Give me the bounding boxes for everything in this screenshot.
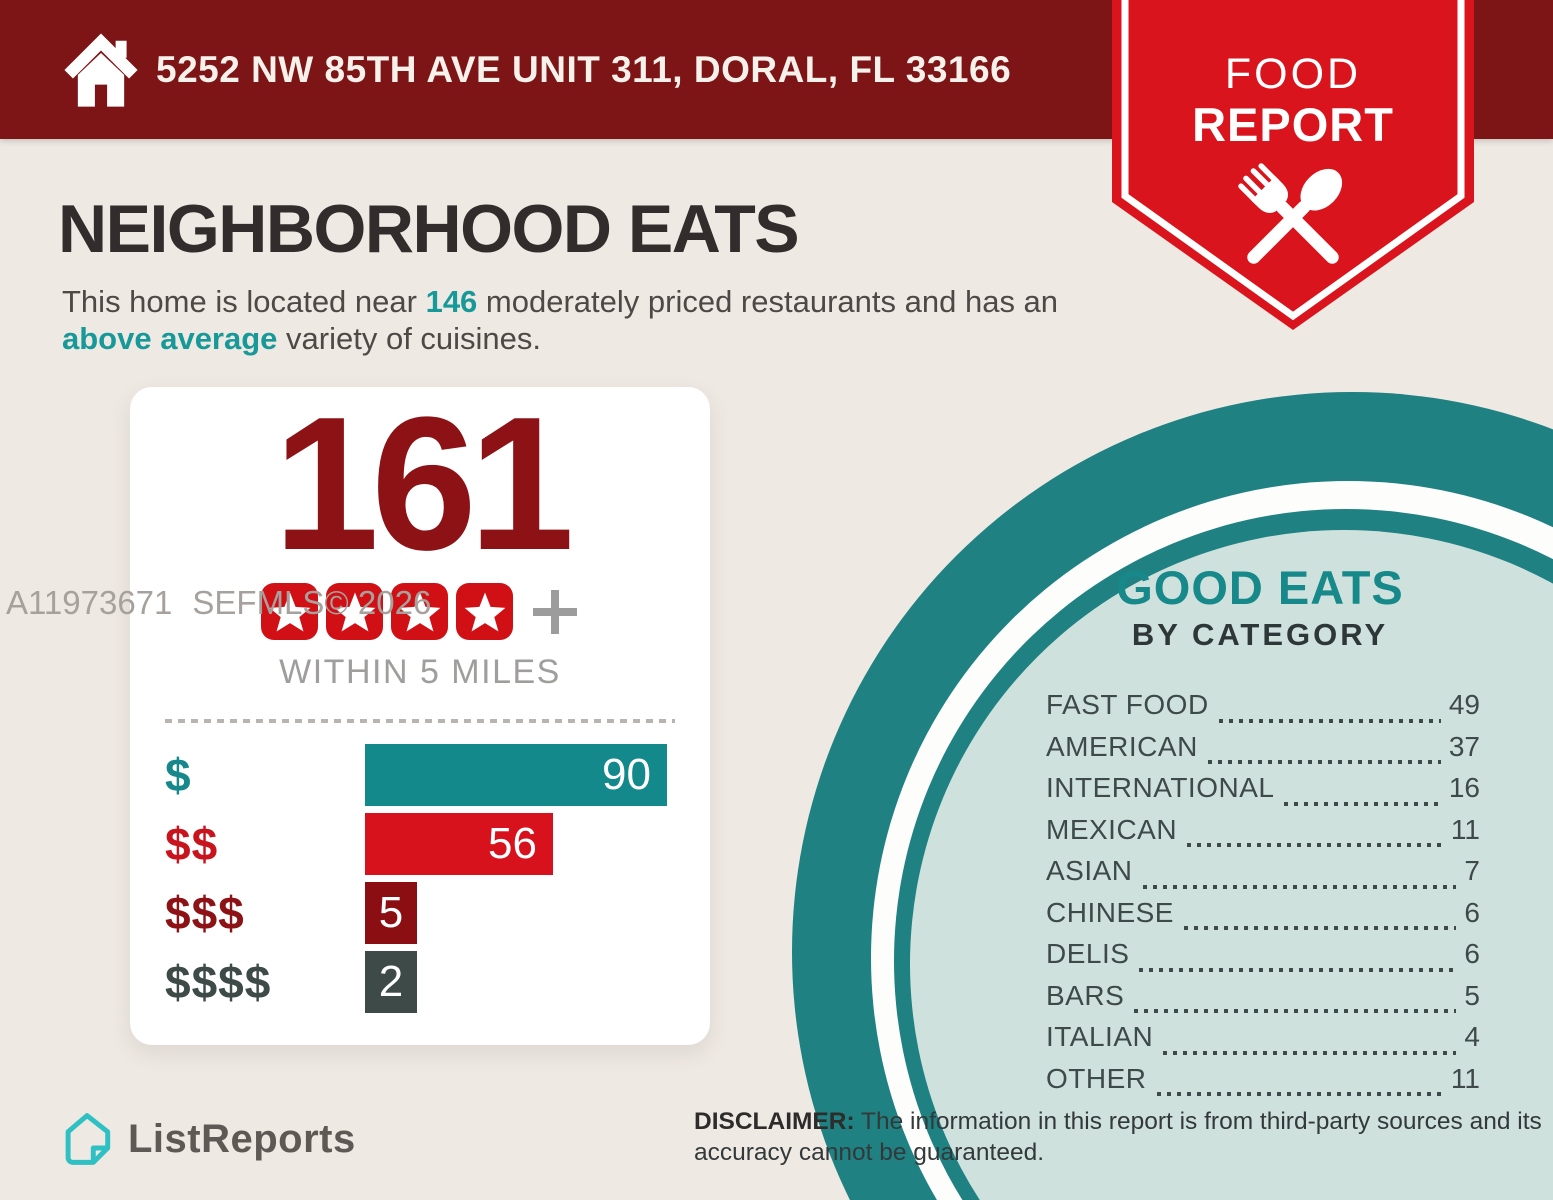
category-label: ITALIAN <box>1046 1021 1154 1052</box>
category-row: BARS 5 <box>1046 980 1480 1022</box>
crossed-spoon-fork-icon <box>1238 163 1343 264</box>
price-tier-bar: 5 <box>365 882 417 944</box>
category-label: INTERNATIONAL <box>1046 772 1275 803</box>
price-tier-bar: 56 <box>365 813 553 875</box>
variety-highlight: above average <box>62 321 278 356</box>
category-row: INTERNATIONAL 16 <box>1046 772 1480 814</box>
star-icon <box>456 583 513 640</box>
price-tier-bar: 2 <box>365 951 417 1013</box>
radius-label: WITHIN 5 MILES <box>279 653 561 691</box>
dashed-divider <box>165 719 675 723</box>
price-tier-chart: $ 90 $$ 56 $$$ 5 $$$$ 2 <box>165 744 675 1020</box>
listreports-logo-icon <box>65 1113 111 1165</box>
category-row: CHINESE 6 <box>1046 897 1480 939</box>
dotted-leader <box>1183 926 1457 930</box>
category-count: 16 <box>1448 772 1480 803</box>
mls-source: SEFMLS© 2026 <box>192 584 432 621</box>
dotted-leader <box>1207 760 1441 764</box>
price-tier-value: 5 <box>378 888 404 937</box>
category-count: 4 <box>1464 1021 1480 1052</box>
category-row: MEXICAN 11 <box>1046 814 1480 856</box>
ribbon-title-line2: REPORT <box>1192 98 1394 151</box>
category-label: CHINESE <box>1046 896 1174 928</box>
mls-watermark: A11973671 SEFMLS© 2026 <box>6 584 431 622</box>
dotted-leader <box>1187 843 1443 847</box>
ribbon-title-line1: FOOD <box>1224 50 1362 98</box>
category-count: 37 <box>1448 730 1480 762</box>
listreports-brand-name: ListReports <box>128 1116 356 1161</box>
price-tier-row: $$$$ 2 <box>165 951 675 1013</box>
category-row: FAST FOOD 49 <box>1046 689 1480 731</box>
category-count: 5 <box>1464 979 1480 1011</box>
category-row: ITALIAN 4 <box>1046 1021 1480 1063</box>
category-count: 11 <box>1450 1062 1480 1094</box>
price-tier-label: $$$ <box>165 887 245 939</box>
category-list: FAST FOOD 49 AMERICAN 37 INTERNATIONAL 1… <box>1030 689 1490 1104</box>
disclaimer-text: The information in this report is from t… <box>694 1108 1542 1166</box>
good-eats-subtitle: BY CATEGORY <box>1131 617 1389 652</box>
listreports-brand: ListReports <box>60 1110 356 1168</box>
restaurant-summary-card: 161 WITHIN 5 MILES $ 90 $$ 56 $ <box>130 387 710 1045</box>
category-label: FAST FOOD <box>1046 689 1209 720</box>
category-count: 11 <box>1450 813 1480 845</box>
subtitle-text: variety of cuisines. <box>277 321 542 356</box>
page-subtitle: This home is located near 146 moderately… <box>62 283 1097 357</box>
dotted-leader <box>1134 1009 1457 1013</box>
food-report-ribbon: FOOD REPORT <box>1112 0 1474 333</box>
price-tier-label: $$ <box>165 818 219 870</box>
subtitle-text: moderately priced restaurants and has an <box>477 284 1059 319</box>
category-row: ASIAN 7 <box>1046 855 1480 897</box>
plus-icon <box>533 589 577 634</box>
category-label: AMERICAN <box>1046 730 1198 762</box>
category-row: AMERICAN 37 <box>1046 731 1480 773</box>
star-icon <box>261 583 318 640</box>
dotted-leader <box>1139 967 1457 972</box>
property-address: 5252 NW 85TH AVE UNIT 311, DORAL, FL 331… <box>156 48 1012 90</box>
category-label: OTHER <box>1046 1062 1147 1094</box>
dotted-leader <box>1163 1050 1457 1055</box>
price-tier-label: $$$$ <box>165 956 272 1008</box>
category-row: DELIS 6 <box>1046 938 1480 980</box>
category-count: 7 <box>1464 855 1480 886</box>
star-rating <box>130 583 710 640</box>
dotted-leader <box>1142 884 1457 889</box>
disclaimer-label: DISCLAIMER: <box>694 1108 855 1135</box>
restaurant-count: 146 <box>425 284 478 319</box>
disclaimer: DISCLAIMER: The information in this repo… <box>694 1106 1553 1168</box>
price-tier-row: $$$ 5 <box>165 882 675 944</box>
price-tier-value: 56 <box>488 819 537 868</box>
category-label: DELIS <box>1046 938 1130 969</box>
category-count: 6 <box>1464 938 1480 969</box>
category-label: ASIAN <box>1046 855 1133 886</box>
mint-circle <box>910 530 1553 1200</box>
dotted-leader <box>1218 718 1441 723</box>
price-tier-row: $ 90 <box>165 744 675 806</box>
price-tier-value: 2 <box>378 957 404 1006</box>
ribbon-inner-outline <box>1121 0 1465 321</box>
good-eats-panel: GOOD EATS BY CATEGORY FAST FOOD 49 AMERI… <box>1030 560 1490 1104</box>
price-tier-value: 90 <box>602 750 651 799</box>
star-icon <box>391 583 448 640</box>
category-count: 6 <box>1464 896 1480 928</box>
mls-listing-id: A11973671 <box>6 584 173 621</box>
page-title: NEIGHBORHOOD EATS <box>58 191 800 267</box>
good-eats-title: GOOD EATS <box>1116 561 1404 614</box>
category-row: OTHER 11 <box>1046 1063 1480 1105</box>
price-tier-label: $ <box>165 749 192 801</box>
dotted-leader <box>1156 1092 1443 1096</box>
restaurant-total-count: 161 <box>273 378 574 590</box>
subtitle-text: This home is located near <box>62 284 426 319</box>
dotted-leader <box>1284 801 1441 806</box>
price-tier-row: $$ 56 <box>165 813 675 875</box>
category-label: BARS <box>1046 979 1125 1011</box>
price-tier-bar: 90 <box>365 744 667 806</box>
home-icon <box>64 33 138 107</box>
star-icon <box>326 583 383 640</box>
category-label: MEXICAN <box>1046 813 1178 845</box>
category-count: 49 <box>1448 689 1480 720</box>
